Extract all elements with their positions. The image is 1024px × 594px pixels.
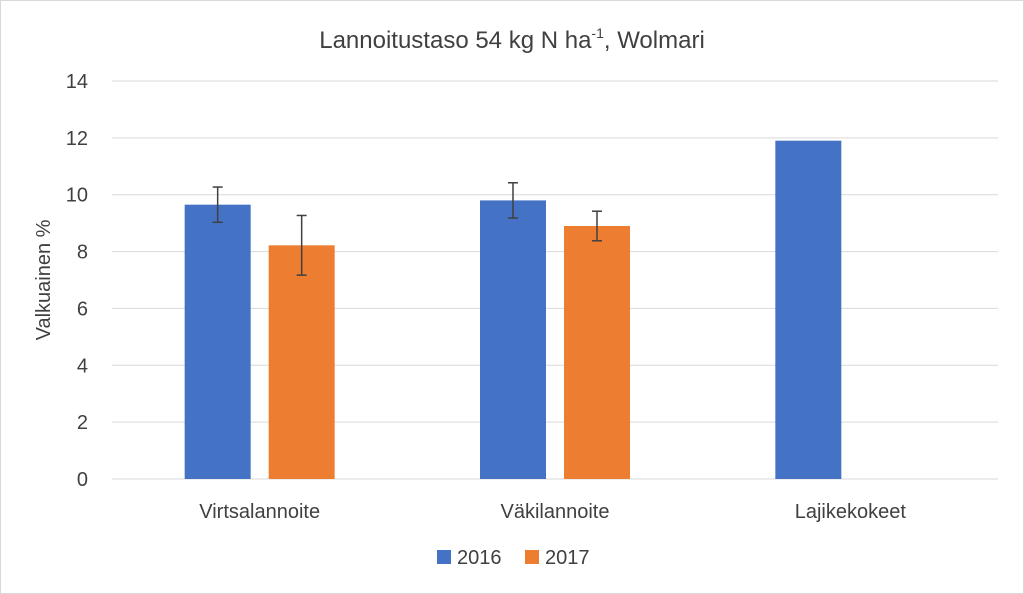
bar-2017-2 [564, 225, 630, 479]
y-tick-10: 10 [66, 185, 88, 207]
legend-label-2017: 2017 [545, 547, 590, 569]
bars [184, 140, 842, 479]
x-tick-label-1: Virtsalannoite [199, 501, 320, 523]
x-tick-labels: Virtsalannoite Väkilannoite Lajikekokeet [199, 501, 906, 523]
y-tick-0: 0 [77, 469, 88, 491]
error-bars [212, 182, 602, 276]
y-tick-6: 6 [77, 298, 88, 320]
bar-2016-3 [775, 140, 842, 479]
y-tick-labels: 0 2 4 6 8 10 12 14 [66, 71, 88, 491]
y-tick-8: 8 [77, 242, 88, 264]
gridlines [112, 80, 998, 480]
legend-label-2016: 2016 [457, 547, 502, 569]
x-tick-label-2: Väkilannoite [501, 501, 610, 523]
bar-2016-1 [184, 204, 251, 479]
y-tick-2: 2 [77, 412, 88, 434]
y-tick-4: 4 [77, 355, 88, 377]
legend-swatch-2016 [437, 550, 451, 564]
bar-2016-2 [480, 200, 546, 479]
bar-2017-1 [268, 245, 335, 479]
chart-title: Lannoitustaso 54 kg N ha-1, Wolmari [319, 25, 705, 54]
legend: 2016 2017 [437, 547, 590, 569]
y-tick-14: 14 [66, 71, 88, 93]
y-axis-label: Valkuainen % [33, 219, 55, 340]
y-tick-12: 12 [66, 128, 88, 150]
legend-swatch-2017 [525, 550, 539, 564]
title-superscript: -1 [591, 25, 604, 41]
x-tick-label-3: Lajikekokeet [795, 501, 907, 523]
